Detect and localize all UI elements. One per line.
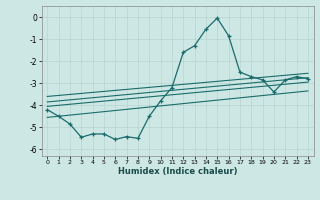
X-axis label: Humidex (Indice chaleur): Humidex (Indice chaleur)	[118, 167, 237, 176]
